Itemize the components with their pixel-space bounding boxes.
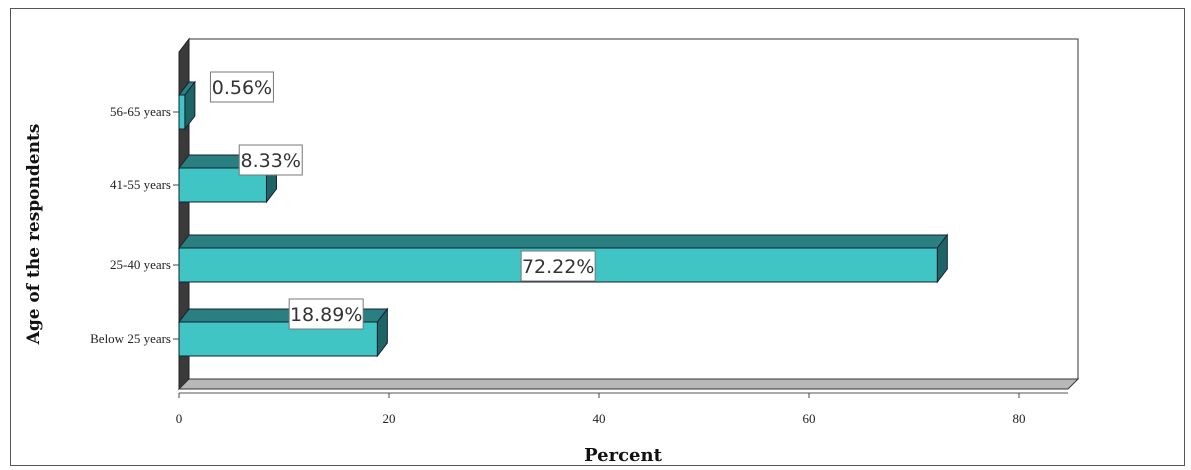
floor	[177, 378, 1080, 390]
y-tick-label: 25-40 years	[110, 257, 171, 272]
data-label: 8.33%	[238, 144, 303, 176]
data-label-text: 18.89%	[290, 304, 362, 326]
data-label-box	[288, 298, 364, 330]
x-tick-label: 0	[176, 411, 183, 426]
bar-top-face	[177, 234, 949, 249]
x-tick-label: 40	[593, 411, 606, 426]
y-tick-label: 41-55 years	[110, 177, 171, 192]
x-tick-label: 20	[383, 411, 396, 426]
data-label-text: 72.22%	[522, 256, 594, 278]
y-axis-title: Age of the respondents	[24, 124, 44, 346]
x-tick-label: 60	[803, 411, 816, 426]
bar	[178, 94, 186, 130]
data-label: 18.89%	[288, 298, 364, 330]
data-label-box	[238, 144, 303, 176]
chart-frame: 0 20 40 60 80 Below 25 years 25-40 years 41-55 …	[10, 8, 1185, 466]
data-label-box	[209, 71, 274, 103]
data-label-group: 18.89% 72.22% 8.33% 0.56%	[209, 71, 596, 330]
data-label-box	[520, 250, 596, 282]
y-tick-label: Below 25 years	[90, 331, 171, 346]
data-label-text: 0.56%	[212, 77, 272, 99]
data-label-text: 8.33%	[241, 150, 301, 172]
x-tick-label: 80	[1013, 411, 1026, 426]
axes-group: 0 20 40 60 80 Below 25 years 25-40 years 41-55 …	[90, 104, 1025, 426]
bar-group	[177, 80, 949, 358]
data-label: 72.22%	[520, 250, 596, 282]
data-label: 0.56%	[209, 71, 274, 103]
x-axis-title: Percent	[584, 445, 662, 466]
y-tick-label: 56-65 years	[110, 104, 171, 119]
bar-chart: 0 20 40 60 80 Below 25 years 25-40 years 41-55 …	[24, 37, 1080, 466]
